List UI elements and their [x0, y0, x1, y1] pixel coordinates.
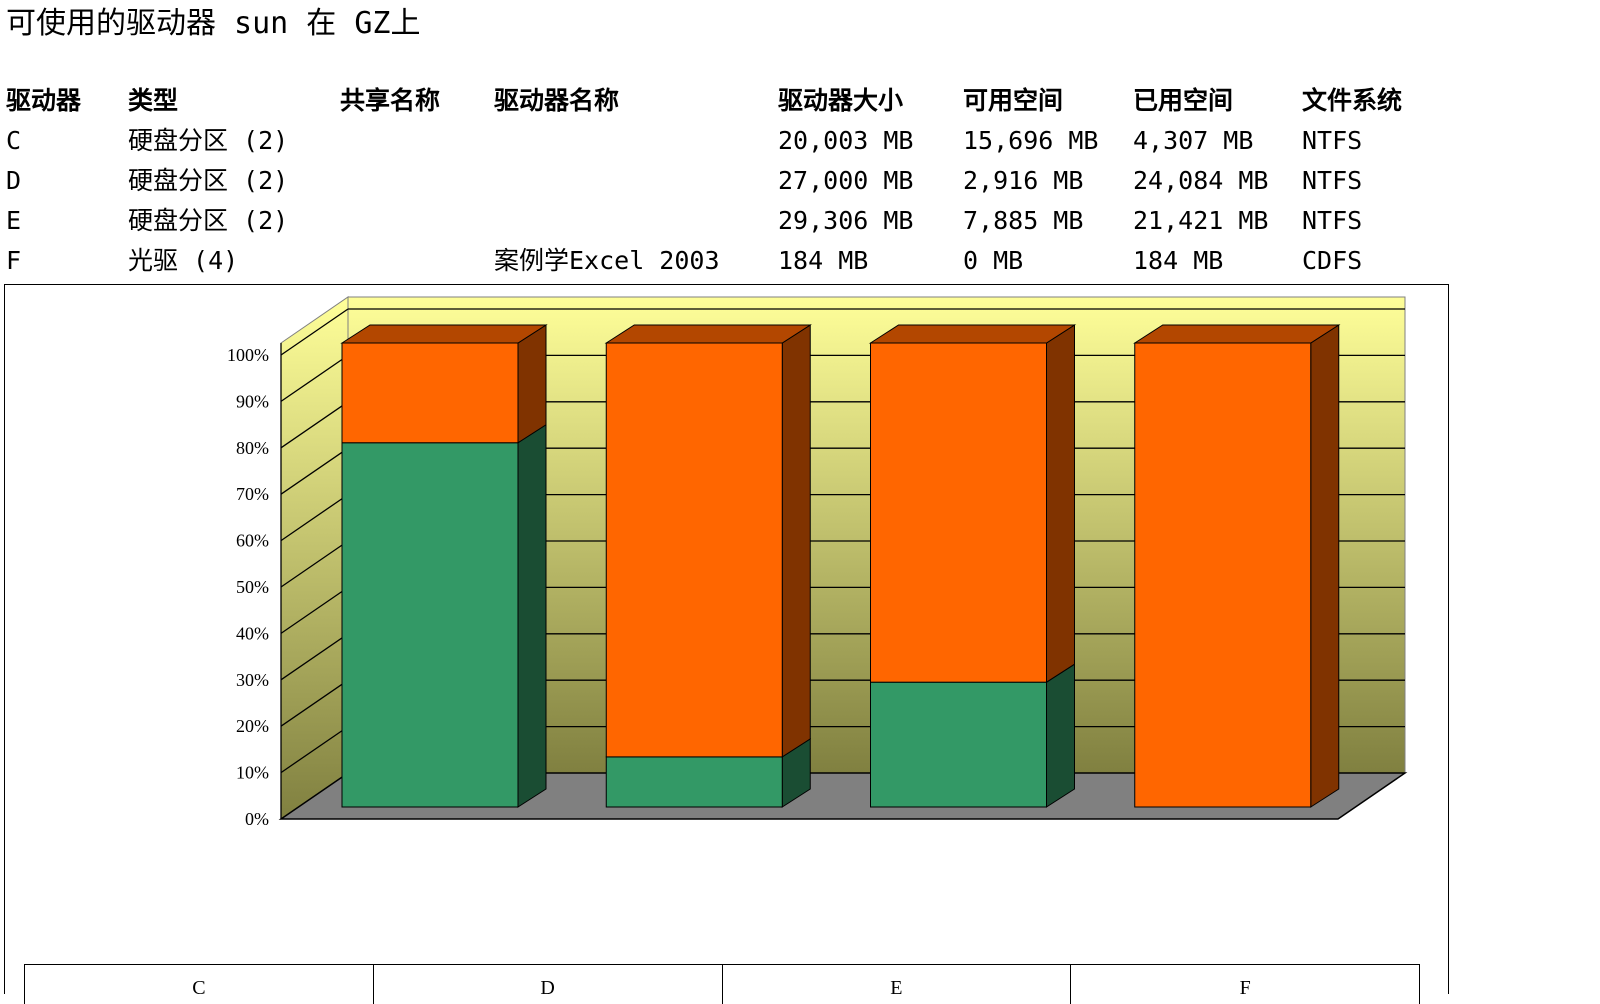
gridline-side: [280, 308, 349, 356]
y-tick-label: 20%: [236, 716, 269, 736]
bar-segment: [341, 442, 519, 808]
legend-table-cell: E: [723, 965, 1072, 1004]
table-cell: 24,084 MB: [1133, 166, 1269, 195]
table-cell: 硬盘分区 (2): [128, 166, 289, 195]
legend-table-cell: D: [374, 965, 723, 1004]
gridline-side: [280, 494, 349, 542]
page-title: 可使用的驱动器 sun 在 GZ上: [6, 6, 421, 41]
table-header: 驱动器名称: [494, 86, 620, 115]
bar-top: [1133, 324, 1341, 344]
y-tick-label: 30%: [236, 670, 269, 690]
gridline-side: [280, 354, 349, 402]
table-header: 驱动器大小: [778, 86, 904, 115]
table-cell: NTFS: [1302, 166, 1363, 195]
table-cell: 184 MB: [1133, 246, 1224, 275]
side-wall: [280, 296, 349, 820]
table-cell: 4,307 MB: [1133, 126, 1254, 155]
y-tick-label: 40%: [236, 623, 269, 643]
y-tick-label: 90%: [236, 391, 269, 411]
gridline-side: [280, 540, 349, 588]
table-cell: C: [6, 126, 22, 155]
legend-table-cell: F: [1239, 977, 1251, 999]
bar-side: [517, 423, 547, 808]
table-cell: 27,000 MB: [778, 166, 914, 195]
table-header: 驱动器: [6, 86, 82, 115]
table-header: 类型: [128, 86, 179, 115]
table-header: 已用空间: [1133, 86, 1234, 115]
bar-segment: [870, 342, 1047, 683]
bar-segment: [341, 342, 519, 444]
table-cell: 29,306 MB: [778, 206, 914, 235]
bar-side: [517, 324, 547, 444]
table-cell: 184 MB: [778, 246, 869, 275]
table-cell: 20,003 MB: [778, 126, 914, 155]
legend-table-cell: C: [25, 965, 374, 1004]
gridline-side: [280, 447, 349, 495]
bar-segment: [605, 342, 783, 758]
table-cell: 7,885 MB: [963, 206, 1084, 235]
table-cell: E: [6, 206, 22, 235]
table-cell: NTFS: [1302, 206, 1363, 235]
table-cell: 光驱 (4): [128, 246, 239, 275]
table-cell: 0 MB: [963, 246, 1024, 275]
table-cell: NTFS: [1302, 126, 1363, 155]
table-cell: 2,916 MB: [963, 166, 1084, 195]
table-header: 文件系统: [1302, 86, 1403, 115]
table-cell: 硬盘分区 (2): [128, 126, 289, 155]
bar-top: [868, 324, 1077, 344]
bar-side: [1310, 324, 1340, 808]
y-tick-label: 0%: [245, 809, 269, 829]
gridline-side: [280, 679, 349, 727]
y-tick-label: 60%: [236, 531, 269, 551]
bar-segment: [870, 681, 1047, 808]
bar-segment: [605, 756, 783, 808]
table-cell: 21,421 MB: [1133, 206, 1269, 235]
gridline-side: [280, 726, 349, 774]
drive-usage-chart: 0% 10% 20% 30% 40% 50% 60% 70% 80% 90% 100%: [227, 296, 1408, 829]
y-tick-label: 70%: [236, 484, 269, 504]
gridline-side: [280, 401, 349, 449]
bar-top: [340, 324, 548, 344]
table-cell: CDFS: [1302, 246, 1363, 275]
table-cell: 15,696 MB: [963, 126, 1099, 155]
table-cell: D: [6, 166, 22, 195]
y-tick-label: 50%: [236, 577, 269, 597]
y-tick-label: 100%: [227, 345, 269, 365]
bar-side: [1046, 663, 1075, 808]
table-cell: F: [6, 246, 22, 275]
bar-top: [604, 324, 812, 344]
y-tick-label: 80%: [236, 438, 269, 458]
chart-floor: [278, 772, 1408, 820]
bar-side: [781, 324, 811, 758]
y-tick-label: 10%: [236, 763, 269, 783]
bar-side: [1046, 324, 1075, 684]
table-header: 可用空间: [963, 86, 1064, 115]
gridline-side: [280, 633, 349, 681]
table-cell: 硬盘分区 (2): [128, 206, 289, 235]
table-header: 共享名称: [340, 86, 441, 115]
gridline-side: [280, 586, 349, 634]
table-cell: 案例学Excel 2003: [494, 246, 720, 275]
bar-segment: [1134, 342, 1312, 808]
chart-frame: 0% 10% 20% 30% 40% 50% 60% 70% 80% 90% 100%: [4, 284, 1449, 994]
